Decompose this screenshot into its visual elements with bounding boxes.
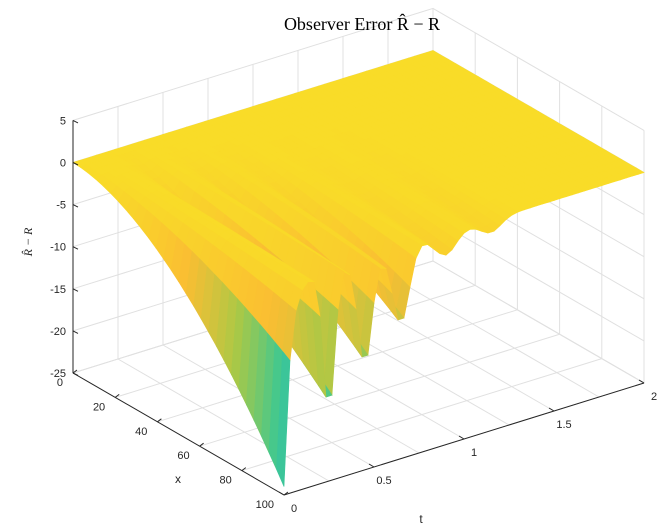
x-tick xyxy=(157,418,162,423)
z-tick xyxy=(72,119,79,124)
x-tick-label: 100 xyxy=(256,499,274,511)
t-tick-label: 1 xyxy=(471,447,477,459)
z-tick xyxy=(72,372,79,376)
z-tick xyxy=(72,288,79,292)
x-tick-label: 20 xyxy=(93,401,105,413)
t-tick xyxy=(278,491,285,496)
z-tick xyxy=(72,204,79,208)
x-axis-label: x xyxy=(175,472,181,486)
z-axis-label: R̂ − R xyxy=(21,227,35,257)
x-tick-label: 0 xyxy=(57,377,63,389)
z-tick-label: -25 xyxy=(50,368,66,380)
x-tick xyxy=(199,442,204,447)
t-tick-label: 0.5 xyxy=(376,475,391,487)
x-axis-line xyxy=(72,372,285,496)
z-tick-label: 5 xyxy=(60,115,66,127)
t-tick-label: 0 xyxy=(291,503,297,515)
z-tick-label: -5 xyxy=(56,200,66,212)
x-tick-label: 80 xyxy=(220,475,232,487)
t-tick-label: 2 xyxy=(651,391,657,403)
x-tick-label: 60 xyxy=(177,450,189,462)
x-tick-label: 40 xyxy=(135,426,147,438)
chart-title: Observer Error R̂ − R xyxy=(284,13,440,34)
z-tick xyxy=(72,162,79,166)
surface-layer xyxy=(72,50,645,487)
t-tick xyxy=(368,463,375,468)
t-tick xyxy=(548,407,555,412)
t-tick-label: 1.5 xyxy=(556,419,571,431)
z-tick xyxy=(72,246,79,250)
t-axis-label: t xyxy=(419,512,423,526)
z-tick-label: -20 xyxy=(50,326,66,338)
z-tick-label: 0 xyxy=(60,158,66,170)
surface-patch xyxy=(276,350,291,487)
axes-layer xyxy=(72,119,645,496)
z-tick-label: -15 xyxy=(50,284,66,296)
x-tick xyxy=(72,369,78,374)
x-tick xyxy=(114,393,120,398)
z-tick xyxy=(72,330,79,334)
z-tick-label: -10 xyxy=(50,242,66,254)
x-tick xyxy=(241,467,247,472)
x-tick xyxy=(283,491,289,496)
t-tick xyxy=(638,379,645,384)
t-tick xyxy=(458,435,465,440)
